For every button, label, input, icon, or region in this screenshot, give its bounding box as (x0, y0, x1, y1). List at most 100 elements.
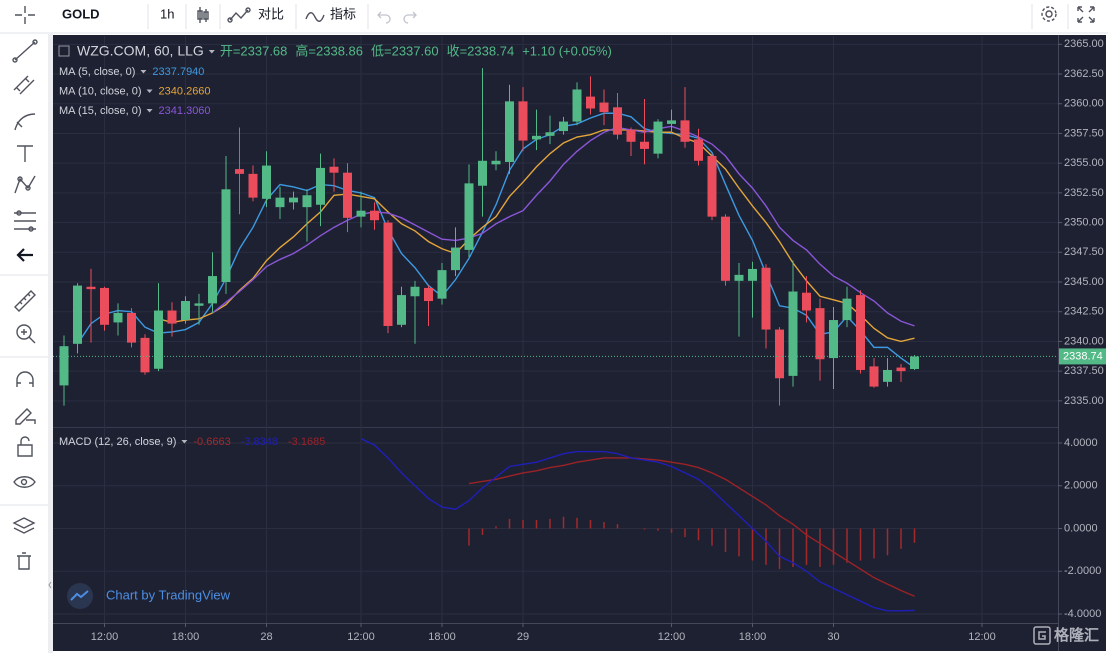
candle-body (653, 121, 663, 154)
y-tick-label: 2345.00 (1064, 276, 1104, 288)
legend-name: MACD (12, 26, close, 9) (59, 436, 176, 448)
candle-body (221, 189, 231, 283)
y-tick-label: 2360.00 (1064, 98, 1104, 110)
candle-body (545, 132, 555, 136)
toolbar-gutter (48, 34, 53, 653)
symbol-label[interactable]: GOLD (62, 6, 100, 21)
settings-button[interactable] (1041, 6, 1057, 22)
compare-label[interactable]: 对比 (258, 6, 284, 21)
legend-caret (146, 89, 153, 93)
candle-body (626, 129, 636, 142)
legend-value: -0.6663 (193, 436, 230, 448)
x-tick-label: 29 (517, 631, 529, 643)
candle-body (464, 183, 474, 250)
y-tick-label: 2337.50 (1064, 365, 1104, 377)
macd-histogram-bar (589, 519, 592, 529)
candle-body (86, 286, 96, 290)
candle-body (761, 267, 771, 330)
y-tick-label: 2362.50 (1064, 68, 1104, 80)
ma-line (212, 125, 915, 327)
drawing-tools[interactable] (0, 39, 48, 570)
macd-histogram-bar (900, 528, 902, 549)
y-tick-label: 4.0000 (1064, 437, 1098, 449)
candle-body (694, 139, 703, 161)
legend-value: 2341.3060 (159, 105, 211, 117)
candle-body (532, 135, 541, 140)
collapse-arrow[interactable] (48, 581, 52, 589)
macd-histogram-bar (819, 528, 821, 567)
candle-body (194, 303, 204, 306)
logo-mark (1033, 626, 1051, 645)
x-tick-label: 18:00 (739, 631, 767, 643)
candle-body (599, 102, 609, 113)
indicators-label[interactable]: 指标 (330, 6, 356, 21)
indicators-icon[interactable] (305, 12, 325, 22)
watermark-text[interactable]: Chart by TradingView (106, 587, 231, 602)
x-tick-label: 12:00 (347, 631, 375, 643)
header-item: +1.10 (+0.05%) (522, 43, 612, 58)
candle-body (356, 210, 366, 217)
compare-icon[interactable] (227, 7, 251, 23)
candle-body (140, 337, 150, 373)
candle-body (815, 308, 825, 360)
legend-name: MA (15, close, 0) (59, 105, 142, 117)
candle-body (100, 287, 109, 325)
legend-caret (140, 70, 147, 74)
candle-body (383, 222, 393, 326)
macd-histogram-bar (603, 522, 605, 529)
signal-line (468, 457, 915, 597)
candle-body (829, 320, 838, 359)
y-tick-label: 2357.50 (1064, 127, 1104, 139)
candle-body (802, 292, 811, 311)
candle-body (775, 329, 784, 379)
y-tick-label: -2.0000 (1064, 565, 1101, 577)
header-item: 高=2338.86 (295, 43, 363, 58)
header-item: 收=2338.74 (447, 43, 515, 58)
macd-histogram-bar (711, 528, 713, 546)
candle-body (181, 301, 190, 321)
logo-g (1038, 631, 1046, 640)
candle-body (302, 195, 312, 208)
undo-redo[interactable] (377, 11, 417, 24)
legend-value: 2337.7940 (152, 66, 204, 78)
macd-histogram-bar (508, 518, 511, 529)
legend-name: MA (10, close, 0) (59, 85, 142, 97)
macd-histogram-bar (684, 528, 686, 538)
crosshair-button[interactable] (15, 6, 35, 24)
x-tick-label: 18:00 (428, 631, 456, 643)
macd-histogram-bar (751, 528, 754, 561)
macd-histogram-bar (522, 519, 524, 529)
macd-histogram-bar (535, 519, 538, 529)
macd-histogram-bar (765, 528, 767, 565)
candle-body (167, 310, 177, 324)
macd-histogram-bar (481, 528, 484, 535)
y-tick-label: 2350.00 (1064, 216, 1104, 228)
candle-body (748, 268, 757, 281)
candle-body (437, 270, 447, 299)
candle-body (329, 166, 339, 173)
candle-body (869, 366, 879, 387)
candle-body (491, 160, 501, 165)
legend-caret (208, 50, 215, 54)
macd-histogram-bar (657, 528, 659, 531)
candle-body (343, 172, 352, 218)
chart-title: WZG.COM, 60, LLG (77, 43, 204, 59)
fullscreen-button[interactable] (1077, 6, 1095, 23)
chart-type-button[interactable] (197, 7, 209, 23)
candle-body (505, 101, 514, 162)
candle-body (559, 121, 568, 132)
last-price-label: 2338.74 (1063, 350, 1103, 362)
macd-histogram-bar (495, 526, 497, 529)
candle-body (478, 160, 487, 186)
chart-background (53, 35, 1106, 651)
candle-body (572, 89, 582, 122)
macd-histogram-bar (643, 528, 646, 530)
symbol-icon (58, 45, 70, 57)
interval-label[interactable]: 1h (160, 6, 174, 21)
y-tick-label: 2355.00 (1064, 157, 1104, 169)
candle-body (721, 216, 730, 281)
candle-body (397, 295, 406, 325)
macd-histogram-bar (778, 528, 781, 570)
y-tick-label: 2365.00 (1064, 38, 1104, 50)
candle-body (235, 169, 244, 174)
